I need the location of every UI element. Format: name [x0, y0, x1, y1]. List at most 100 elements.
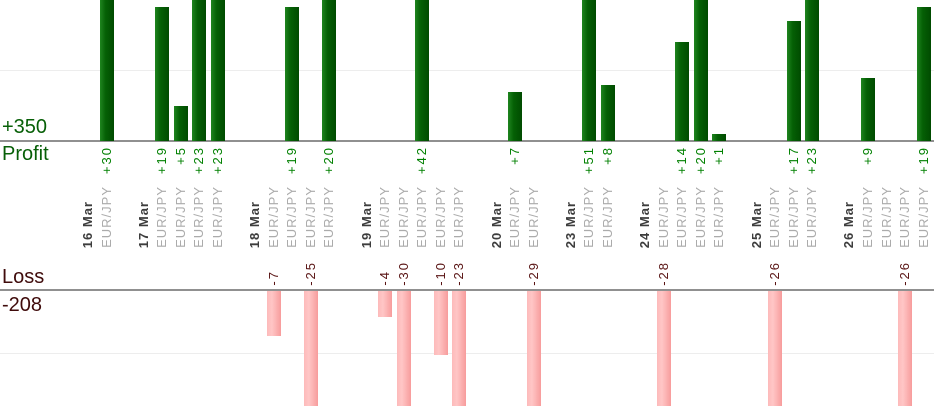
loss-value-label: -10	[432, 261, 448, 286]
loss-bar	[266, 291, 281, 336]
loss-value-label: -26	[897, 261, 913, 286]
profit-value-label: +9	[859, 146, 875, 165]
date-label: 17 Mar	[135, 200, 151, 248]
profit-value-label: +20	[321, 146, 337, 175]
date-label: 26 Mar	[841, 200, 857, 248]
date-label: 25 Mar	[748, 200, 764, 248]
symbol-label: EUR/JPY	[451, 186, 467, 248]
loss-value-label: -29	[525, 261, 541, 286]
profit-value-label: +8	[599, 146, 615, 165]
profit-value-label: +19	[154, 146, 170, 175]
profit-bar	[210, 0, 225, 141]
symbol-label: EUR/JPY	[674, 186, 690, 248]
symbol-label: EUR/JPY	[581, 186, 597, 248]
symbol-label: EUR/JPY	[209, 186, 225, 248]
loss-value-label: -23	[451, 261, 467, 286]
loss-bar	[378, 291, 393, 317]
date-label: 19 Mar	[358, 200, 374, 248]
profit-bar	[693, 0, 708, 141]
loss-axis-title: Loss	[2, 266, 45, 288]
symbol-label: EUR/JPY	[692, 186, 708, 248]
gridline	[0, 70, 934, 71]
symbol-label: EUR/JPY	[302, 186, 318, 248]
symbol-label: EUR/JPY	[321, 186, 337, 248]
symbol-label: EUR/JPY	[525, 186, 541, 248]
symbol-label: EUR/JPY	[284, 186, 300, 248]
profit-bar	[860, 77, 875, 141]
loss-value-label: -26	[767, 261, 783, 286]
profit-value-label: +5	[172, 146, 188, 165]
profit-bar	[415, 0, 430, 141]
loss-value-label: -4	[377, 270, 393, 286]
profit-bar	[192, 0, 207, 141]
profit-value-label: +7	[507, 146, 523, 165]
loss-bar	[526, 291, 541, 406]
profit-axis-line	[0, 140, 934, 142]
symbol-label: EUR/JPY	[767, 186, 783, 248]
date-label: 18 Mar	[247, 200, 263, 248]
profit-bar	[155, 7, 170, 141]
profit-value-label: +14	[674, 146, 690, 175]
symbol-label: EUR/JPY	[507, 186, 523, 248]
profit-bar	[173, 105, 188, 141]
loss-axis-line	[0, 289, 934, 291]
symbol-label: EUR/JPY	[785, 186, 801, 248]
symbol-label: EUR/JPY	[897, 186, 913, 248]
profit-value-label: +23	[209, 146, 225, 175]
profit-bar	[285, 7, 300, 141]
loss-bar	[898, 291, 913, 406]
profit-bar	[508, 91, 523, 141]
profit-value-label: +19	[915, 146, 931, 175]
loss-bar	[433, 291, 448, 355]
symbol-label: EUR/JPY	[432, 186, 448, 248]
symbol-label: EUR/JPY	[599, 186, 615, 248]
symbol-label: EUR/JPY	[154, 186, 170, 248]
loss-bar	[656, 291, 671, 406]
symbol-label: EUR/JPY	[395, 186, 411, 248]
gridline	[0, 353, 934, 354]
profit-value-label: +1	[711, 146, 727, 165]
loss-value-label: -30	[395, 261, 411, 286]
profit-value-label: +23	[191, 146, 207, 175]
profit-value-label: +30	[98, 146, 114, 175]
symbol-label: EUR/JPY	[878, 186, 894, 248]
profit-bar	[712, 133, 727, 141]
symbol-label: EUR/JPY	[98, 186, 114, 248]
loss-value-label: -28	[655, 261, 671, 286]
symbol-label: EUR/JPY	[265, 186, 281, 248]
profit-value-label: +20	[692, 146, 708, 175]
symbol-label: EUR/JPY	[377, 186, 393, 248]
symbol-label: EUR/JPY	[711, 186, 727, 248]
loss-bar	[303, 291, 318, 406]
profit-bar	[99, 0, 114, 141]
loss-bar	[452, 291, 467, 406]
date-label: 16 Mar	[80, 200, 95, 248]
symbol-label: EUR/JPY	[172, 186, 188, 248]
profit-bar	[786, 21, 801, 141]
symbol-label: EUR/JPY	[191, 186, 207, 248]
date-label: 20 Mar	[488, 200, 504, 248]
profit-bar	[582, 0, 597, 141]
symbol-label: EUR/JPY	[414, 186, 430, 248]
symbol-label: EUR/JPY	[915, 186, 931, 248]
loss-bar	[768, 291, 783, 406]
profit-total-label: +350	[2, 116, 48, 138]
profit-bar	[675, 42, 690, 141]
profit-value-label: +17	[785, 146, 801, 175]
loss-value-label: -25	[302, 261, 318, 286]
symbol-label: EUR/JPY	[859, 186, 875, 248]
profit-value-label: +23	[804, 146, 820, 175]
loss-total-label: -208	[2, 294, 43, 316]
profit-value-label: +42	[414, 146, 430, 175]
date-label: 23 Mar	[562, 200, 578, 248]
symbol-label: EUR/JPY	[804, 186, 820, 248]
loss-value-label: -7	[265, 270, 281, 286]
profit-bar	[600, 84, 615, 141]
date-label: 24 Mar	[637, 200, 653, 248]
profit-bar	[322, 0, 337, 141]
profit-bar	[805, 0, 820, 141]
loss-bar	[396, 291, 411, 406]
symbol-label: EUR/JPY	[655, 186, 671, 248]
profit-axis-title: Profit	[2, 143, 49, 165]
